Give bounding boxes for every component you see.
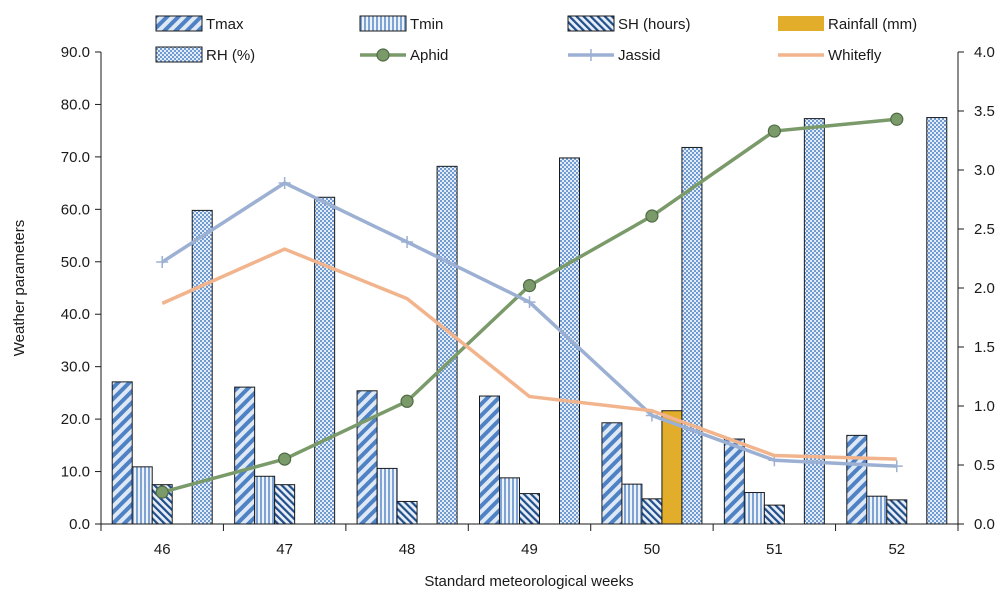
y-tick-label: 90.0 xyxy=(61,44,90,61)
plot-area: 0.0 10.0 20.0 30.0 40.0 50.0 60.0 70.0 80.0 90.0 0… xyxy=(61,44,995,558)
bar-tmin-47 xyxy=(254,475,276,525)
y2-tick-label: 2.5 xyxy=(974,221,995,238)
x-tick-label: 51 xyxy=(766,541,783,558)
y-tick-label: 50.0 xyxy=(61,254,90,271)
legend-label-rainfall: Rainfall (mm) xyxy=(828,16,917,33)
point-aphid-51 xyxy=(767,124,781,138)
axes: 0.0 10.0 20.0 30.0 40.0 50.0 60.0 70.0 80.0 90.0 0… xyxy=(61,44,995,558)
legend-label-jassid: Jassid xyxy=(618,47,661,64)
y2-tick-label: 1.0 xyxy=(974,398,995,415)
bar-sh-48 xyxy=(396,500,418,525)
legend-swatch-tmax xyxy=(155,15,203,32)
y-tick-label: 80.0 xyxy=(61,96,90,113)
y-tick-label: 40.0 xyxy=(61,306,90,323)
point-aphid-46 xyxy=(155,485,169,499)
bar-tmin-49 xyxy=(499,477,520,525)
legend-label-rh: RH (%) xyxy=(206,47,255,64)
bar-tmax-49 xyxy=(479,395,500,525)
bar-rainfall-50 xyxy=(661,410,683,525)
bar-tmax-46 xyxy=(111,381,133,525)
bar-rh-52 xyxy=(926,117,948,525)
legend-label-sh: SH (hours) xyxy=(618,16,691,33)
legend-label-tmax: Tmax xyxy=(206,16,244,33)
x-axis-title: Standard meteorological weeks xyxy=(424,573,633,590)
bar-sh-52 xyxy=(886,499,908,525)
point-aphid-50 xyxy=(645,209,659,223)
line-whitefly xyxy=(161,247,897,461)
bar-tmax-48 xyxy=(356,390,378,525)
legend-swatch-rh xyxy=(155,46,203,63)
x-tick-label: 48 xyxy=(399,541,416,558)
bar-rh-48 xyxy=(436,165,458,525)
legend-label-aphid: Aphid xyxy=(410,47,448,64)
bar-tmax-47 xyxy=(234,386,256,525)
point-aphid-49 xyxy=(522,279,537,293)
bar-rh-47 xyxy=(314,196,336,525)
x-tick-label: 46 xyxy=(154,541,171,558)
y-tick-label: 30.0 xyxy=(61,359,90,376)
bar-tmin-52 xyxy=(866,495,888,525)
x-tick-label: 49 xyxy=(521,541,538,558)
legend-swatch-tmin xyxy=(359,15,407,32)
y2-tick-label: 2.0 xyxy=(974,280,995,297)
bar-sh-47 xyxy=(274,484,296,525)
point-jassid-46 xyxy=(156,256,169,269)
y-tick-label: 0.0 xyxy=(69,516,90,533)
bar-sh-51 xyxy=(763,504,785,525)
y2-tick-label: 1.5 xyxy=(974,339,995,356)
legend-swatch-sh xyxy=(567,15,615,32)
x-tick-label: 47 xyxy=(276,541,293,558)
legend-label-tmin: Tmin xyxy=(410,16,443,33)
y-axis-title: Weather parameters xyxy=(11,220,28,356)
bar-sh-50 xyxy=(641,498,663,525)
point-jassid-47 xyxy=(278,176,291,189)
point-aphid-52 xyxy=(890,112,904,126)
bar-tmax-52 xyxy=(846,434,868,525)
legend-swatch-rainfall xyxy=(778,16,824,31)
y-tick-label: 70.0 xyxy=(61,149,90,166)
legend-marker-jassid xyxy=(585,49,597,61)
y2-tick-label: 3.0 xyxy=(974,162,995,179)
legend-marker-aphid xyxy=(376,48,390,62)
point-aphid-47 xyxy=(278,452,292,466)
y-tick-label: 20.0 xyxy=(61,411,90,428)
bar-sh-49 xyxy=(519,493,540,525)
line-jassid xyxy=(161,181,897,468)
bar-rh-50 xyxy=(681,146,703,525)
point-jassid-48 xyxy=(401,235,414,248)
bar-tmin-46 xyxy=(131,466,153,525)
point-jassid-52 xyxy=(890,460,903,473)
legend: Tmax Tmin SH (hours) Rainfall (mm) RH (%) Aph… xyxy=(155,15,917,64)
x-tick-label: 52 xyxy=(888,541,905,558)
y-tick-label: 10.0 xyxy=(61,464,90,481)
y2-tick-label: 3.5 xyxy=(974,103,995,120)
point-jassid-49 xyxy=(523,296,536,309)
bar-tmax-50 xyxy=(601,422,623,525)
point-aphid-48 xyxy=(400,394,414,408)
line-layer xyxy=(155,112,904,499)
y2-tick-label: 0.0 xyxy=(974,516,995,533)
bar-rh-46 xyxy=(191,209,213,525)
x-tick-label: 50 xyxy=(644,541,661,558)
bar-tmin-51 xyxy=(743,492,765,525)
bar-tmin-48 xyxy=(376,467,398,525)
y2-tick-label: 4.0 xyxy=(974,44,995,61)
legend-label-whitefly: Whitefly xyxy=(828,47,882,64)
bar-tmin-50 xyxy=(621,483,643,525)
y2-tick-label: 0.5 xyxy=(974,457,995,474)
y-tick-label: 60.0 xyxy=(61,201,90,218)
bar-tmax-51 xyxy=(723,438,745,525)
